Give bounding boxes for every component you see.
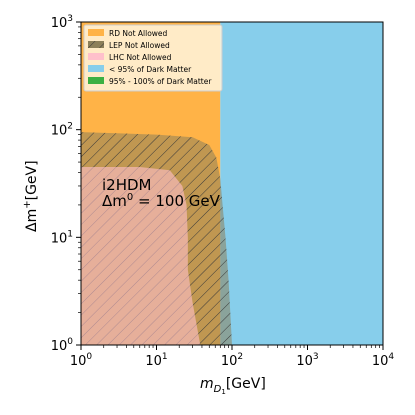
annotation-mass-split-value: = 100 GeV [133,192,220,210]
y-axis-label-sup: + [22,200,33,208]
legend-swatch-hatch [88,41,104,48]
annotation-model: i2HDM [102,176,151,194]
y-axis-label: Δm+[GeV] [22,160,40,232]
legend: RD Not Allowed LEP Not Allowed LHC Not All… [83,24,223,92]
legend-swatch [88,53,104,60]
legend-entry-label: LEP Not Allowed [109,41,170,50]
legend-swatch [88,29,104,36]
annotation-mass-split-symbol: Δm [102,192,127,210]
x-axis-label: mD1[GeV] [200,376,266,396]
y-tick-label: 103 [51,14,73,31]
y-axis-label-unit: [GeV] [24,160,40,200]
region-dm-below-95 [220,22,383,345]
y-axis-label-main: Δm [24,209,40,232]
x-tick-label: 102 [221,352,243,369]
x-axis-label-sub: D [214,384,222,395]
x-axis-label-subsub: 1 [221,388,225,396]
legend-box [83,24,223,92]
y-axis-ticks: 100 101 102 103 [51,14,81,354]
x-axis-label-main: m [200,376,214,392]
x-axis-label-unit: [GeV] [226,376,266,392]
x-tick-label: 103 [296,352,318,369]
region-lhc-not-allowed [81,167,201,345]
annotation-mass-split: Δm0 = 100 GeV [102,192,221,210]
legend-swatch [88,77,104,84]
x-tick-label: 104 [372,352,395,369]
x-tick-label: 101 [145,352,167,369]
y-tick-label: 100 [51,337,74,354]
legend-entry-label: 95% - 100% of Dark Matter [109,77,212,86]
legend-entry-label: LHC Not Allowed [109,53,172,62]
x-tick-label: 100 [70,352,93,369]
legend-swatch [88,65,104,72]
y-tick-label: 102 [51,122,73,139]
annotation-mass-split-sup: 0 [127,192,133,203]
x-axis-ticks: 100 101 102 103 104 [70,345,395,369]
legend-entry-label: RD Not Allowed [109,29,168,38]
legend-entry-label: < 95% of Dark Matter [109,65,192,74]
y-tick-label: 101 [51,229,73,246]
